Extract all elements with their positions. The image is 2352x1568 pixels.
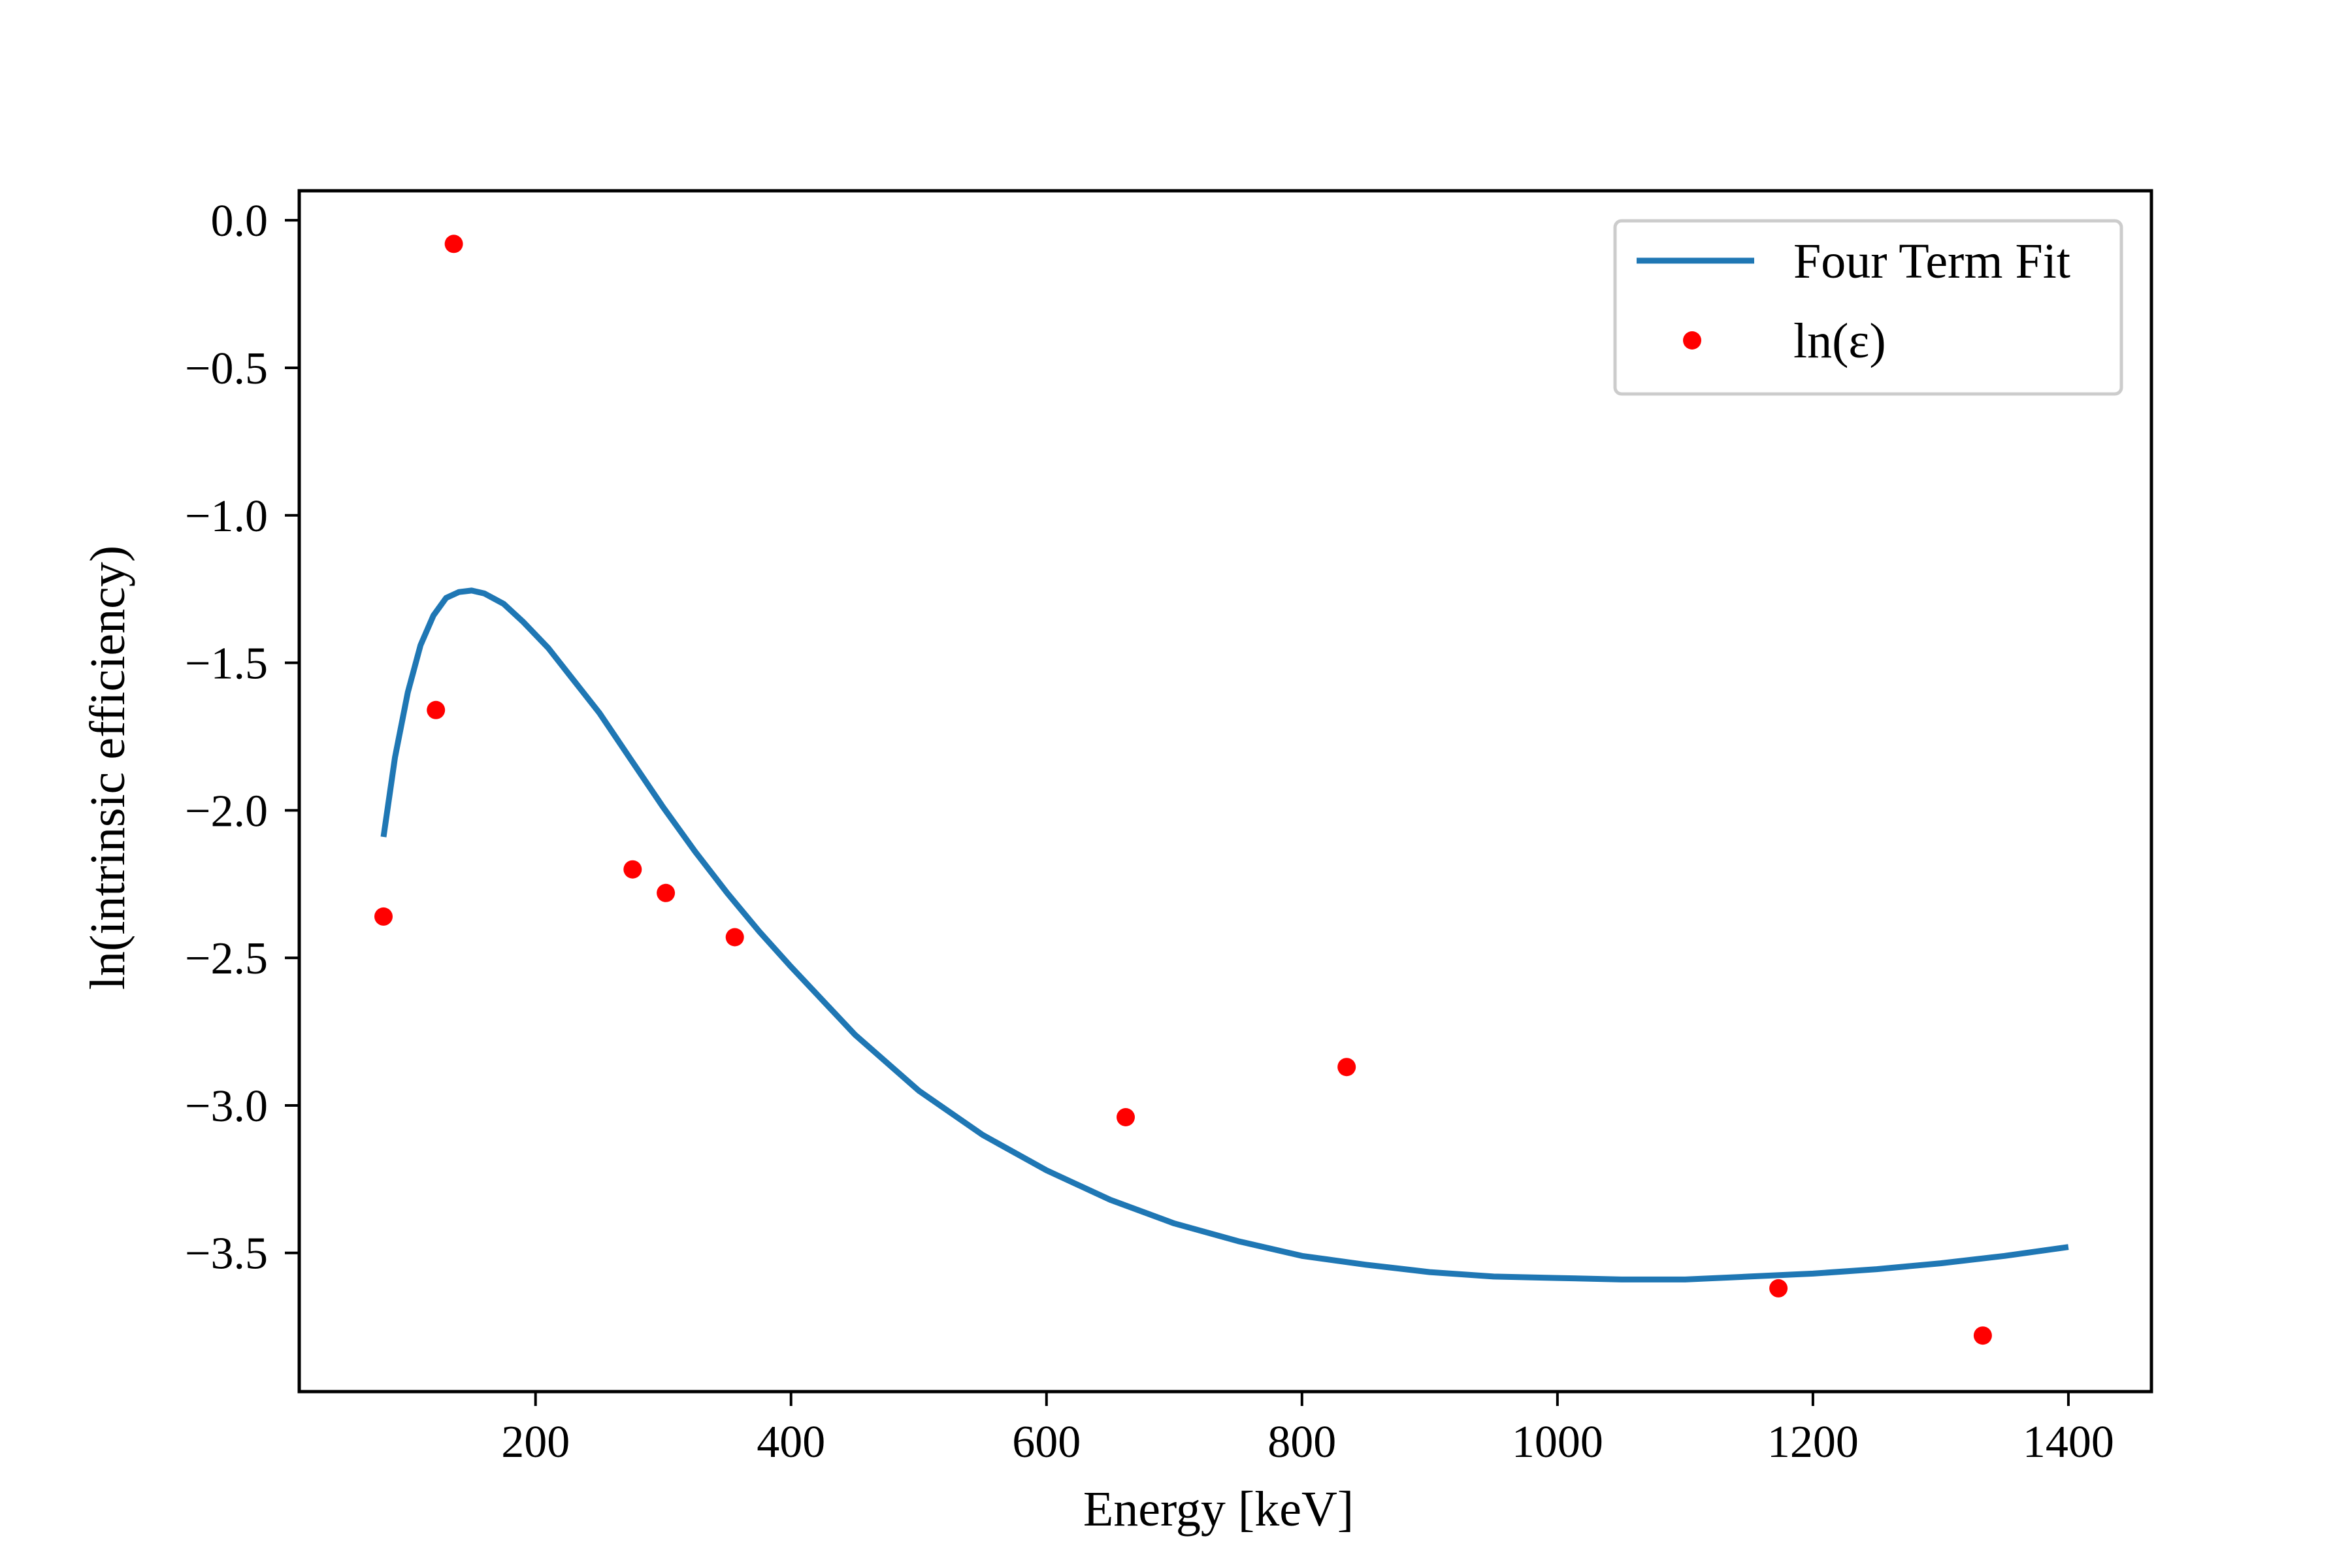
plot-area xyxy=(374,235,2069,1345)
x-tick-label: 600 xyxy=(1012,1417,1081,1467)
data-point xyxy=(1337,1058,1356,1077)
y-tick-label: −3.0 xyxy=(185,1081,268,1132)
legend-label-fit: Four Term Fit xyxy=(1793,234,2070,289)
legend-frame xyxy=(1613,219,2123,396)
legend: Four Term Fit ln(ε) xyxy=(1613,219,2123,396)
data-point xyxy=(427,700,446,719)
x-tick-label: 800 xyxy=(1267,1417,1336,1467)
y-tick-label: −2.0 xyxy=(185,786,268,836)
data-point xyxy=(1117,1108,1135,1126)
y-tick-label: 0.0 xyxy=(211,196,269,246)
data-point xyxy=(444,235,463,253)
data-point xyxy=(725,928,744,947)
data-point xyxy=(623,860,642,879)
data-point xyxy=(1769,1279,1788,1298)
y-tick-label: −2.5 xyxy=(185,934,268,984)
y-tick-label: −1.0 xyxy=(185,491,268,542)
y-axis-label: ln(intrinsic efficiency) xyxy=(80,546,135,990)
x-tick-label: 200 xyxy=(501,1417,570,1467)
axes-frame xyxy=(297,189,2153,1394)
x-axis-label: Energy [keV] xyxy=(1083,1482,1354,1537)
y-tick-label: −0.5 xyxy=(185,344,268,394)
data-point xyxy=(1973,1326,1992,1345)
axes-ticks: 200 400 600 800 1000 1200 1400 0.0 −0.5 −1.0 −1.5 −… xyxy=(185,196,2114,1467)
legend-label-data: ln(ε) xyxy=(1793,314,1886,368)
y-tick-label: −3.5 xyxy=(185,1229,268,1279)
x-tick-label: 1000 xyxy=(1512,1417,1603,1467)
data-point xyxy=(374,907,393,926)
y-tick-label: −1.5 xyxy=(185,639,268,689)
legend-marker-swatch xyxy=(1683,331,1701,350)
series-line-fit xyxy=(380,587,2069,1282)
data-point xyxy=(657,883,676,902)
x-tick-label: 1200 xyxy=(1767,1417,1859,1467)
x-tick-label: 1400 xyxy=(2023,1417,2114,1467)
x-tick-label: 400 xyxy=(757,1417,825,1467)
